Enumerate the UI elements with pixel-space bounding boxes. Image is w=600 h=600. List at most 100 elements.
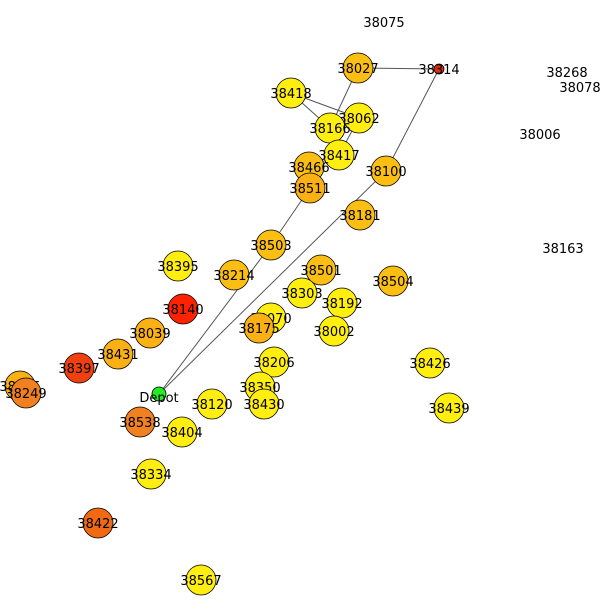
- route-edge-0: [158, 244, 272, 395]
- node-label: 38538: [119, 416, 160, 431]
- node-label: 38503: [250, 239, 291, 254]
- node-marker: [102, 338, 134, 370]
- node-label: 38268: [546, 66, 587, 81]
- node-marker: [433, 63, 445, 75]
- node-38006: 38006: [519, 128, 560, 143]
- node-38175: 38175: [238, 312, 280, 344]
- node-label: 38404: [161, 426, 202, 441]
- node-38075: 38075: [363, 16, 404, 31]
- node-marker: [294, 172, 326, 204]
- node-marker: [135, 458, 167, 490]
- node-label: 38062: [338, 112, 379, 127]
- node-label: 38395: [157, 260, 198, 275]
- node-38120: 38120: [191, 388, 233, 420]
- node-marker: [63, 352, 95, 384]
- node-38100: 38100: [365, 155, 407, 187]
- node-marker: [166, 416, 198, 448]
- node-label: 38430: [243, 398, 284, 413]
- node-label: 38214: [213, 269, 254, 284]
- node-38206: 38206: [253, 346, 295, 378]
- node-label: 38501: [300, 264, 341, 279]
- node-label: 38120: [191, 398, 232, 413]
- node-marker: [433, 392, 465, 424]
- node-label: 38504: [372, 275, 413, 290]
- node-marker: [344, 199, 376, 231]
- node-38504: 38504: [372, 265, 414, 297]
- node-marker: [286, 277, 318, 309]
- node-38417: 38417: [318, 139, 360, 171]
- node-label: 38422: [77, 517, 118, 532]
- node-label: 38249: [5, 387, 46, 402]
- node-label: 38314: [418, 63, 459, 78]
- node-38404: 38404: [161, 416, 203, 448]
- node-marker: [414, 347, 446, 379]
- node-38430: 38430: [243, 388, 285, 420]
- node-label: 38166: [309, 122, 350, 137]
- node-38039: 38039: [129, 317, 171, 349]
- node-label: 38163: [542, 242, 583, 257]
- node-marker: [10, 377, 42, 409]
- node-38431: 38431: [97, 338, 139, 370]
- node-marker: [196, 388, 228, 420]
- node-label: 38303: [281, 287, 322, 302]
- node-marker: [255, 229, 287, 261]
- node-label: 38334: [130, 468, 171, 483]
- node-38418: 38418: [270, 77, 312, 109]
- node-label: 38100: [365, 165, 406, 180]
- node-38062: 38062: [338, 102, 380, 134]
- node-label: 38206: [253, 356, 294, 371]
- node-depot: Depot: [139, 386, 179, 406]
- node-label: 38002: [313, 325, 354, 340]
- node-38314: 38314: [418, 63, 459, 78]
- node-38078: 38078: [559, 81, 600, 96]
- node-label: 38511: [289, 182, 330, 197]
- depot-marker: [151, 386, 167, 402]
- node-marker: [243, 312, 275, 344]
- node-label: 38175: [238, 322, 279, 337]
- node-marker: [258, 346, 290, 378]
- node-marker: [248, 388, 280, 420]
- node-38422: 38422: [77, 507, 119, 539]
- node-38303: 38303: [281, 277, 323, 309]
- depot-label: Depot: [139, 391, 178, 406]
- node-marker: [370, 155, 402, 187]
- node-38214: 38214: [213, 259, 255, 291]
- node-38538: 38538: [119, 406, 161, 438]
- node-label: 38466: [288, 161, 329, 176]
- node-label: 38006: [519, 128, 560, 143]
- node-38163: 38163: [542, 242, 583, 257]
- node-label: 38417: [318, 149, 359, 164]
- node-label: 38078: [559, 81, 600, 96]
- node-label: 38567: [180, 574, 221, 589]
- node-label: 38181: [339, 209, 380, 224]
- node-marker: [218, 259, 250, 291]
- node-label: 38075: [363, 16, 404, 31]
- node-38249: 38249: [5, 377, 47, 409]
- node-label: 38140: [162, 303, 203, 318]
- node-38166: 38166: [309, 112, 351, 144]
- node-marker: [185, 564, 217, 596]
- node-label: 38027: [337, 62, 378, 77]
- node-label: 38192: [321, 297, 362, 312]
- node-marker: [343, 102, 375, 134]
- node-label: 38431: [97, 348, 138, 363]
- node-label: 38039: [129, 327, 170, 342]
- node-marker: [275, 77, 307, 109]
- node-38140: 38140: [162, 293, 204, 325]
- node-38002: 38002: [313, 315, 355, 347]
- node-38192: 38192: [321, 287, 363, 319]
- node-38511: 38511: [289, 172, 331, 204]
- node-marker: [167, 293, 199, 325]
- node-label: 38418: [270, 87, 311, 102]
- node-marker: [323, 139, 355, 171]
- node-label: 38397: [58, 362, 99, 377]
- node-marker: [305, 254, 337, 286]
- route-edges: [158, 67, 440, 395]
- node-38027: 38027: [337, 52, 379, 84]
- node-marker: [342, 52, 374, 84]
- node-38567: 38567: [180, 564, 222, 596]
- node-38503: 38503: [250, 229, 292, 261]
- node-38439: 38439: [428, 392, 470, 424]
